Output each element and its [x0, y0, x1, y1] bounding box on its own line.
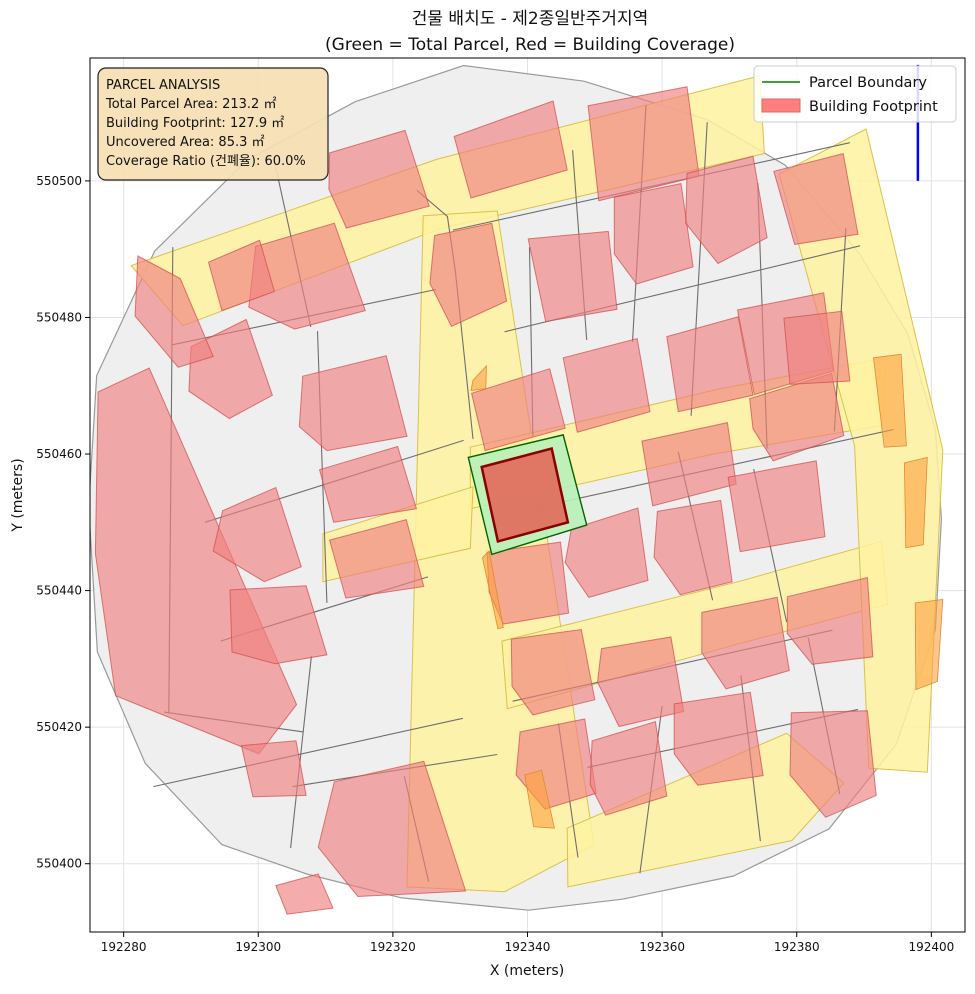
legend-frame: [753, 65, 957, 123]
y-tick-label: 550440: [36, 584, 82, 598]
building-footprint: [596, 636, 685, 728]
building-footprint: [207, 239, 276, 312]
road-overlap-area: [524, 769, 555, 829]
building-footprint: [786, 576, 874, 665]
road-area: [778, 128, 944, 773]
building-footprint: [188, 318, 274, 420]
target-building-footprint: [480, 447, 570, 543]
building-footprint: [317, 760, 467, 898]
y-axis-ticks: 550400 550420 550440 550460 550480 550500: [36, 174, 90, 871]
legend-building-swatch: [761, 98, 801, 113]
info-line-coverage: Coverage Ratio (건폐율): 60.0%: [106, 154, 306, 169]
building-footprint: [562, 337, 651, 433]
building-footprint: [240, 740, 307, 798]
x-tick-label: 192360: [639, 940, 685, 954]
x-tick-label: 192400: [908, 940, 954, 954]
building-footprint: [328, 518, 425, 599]
building-footprint: [429, 222, 508, 327]
chart-subtitle: (Green = Total Parcel, Red = Building Co…: [325, 35, 735, 55]
legend-parcel-label: Parcel Boundary: [809, 75, 927, 91]
legend: Parcel Boundary Building Footprint: [753, 65, 957, 123]
building-footprint: [318, 445, 418, 523]
building-footprint: [673, 691, 764, 786]
y-axis-label: Y (meters): [10, 458, 26, 532]
building-footprint: [229, 585, 328, 665]
building-footprint: [589, 721, 668, 816]
building-footprint: [701, 596, 790, 690]
chart-title: 건물 배치도 - 제2종일반주거지역: [412, 9, 648, 29]
road-overlap-area: [481, 550, 504, 630]
building-footprint: [275, 873, 334, 915]
x-tick-label: 192340: [505, 940, 551, 954]
road-overlap-area: [873, 353, 907, 448]
building-footprint: [510, 628, 596, 716]
x-tick-label: 192280: [101, 940, 147, 954]
info-line-uncovered: Uncovered Area: 85.3 ㎡: [106, 135, 265, 150]
building-footprint: [783, 310, 851, 385]
lot-line: [290, 656, 312, 849]
building-footprint: [298, 355, 408, 452]
building-footprint: [666, 316, 754, 413]
y-tick-label: 550400: [36, 857, 82, 871]
y-tick-label: 550480: [36, 310, 82, 324]
building-footprint: [613, 183, 694, 285]
building-footprint: [328, 129, 430, 229]
building-footprint: [453, 100, 568, 199]
plot-area: [90, 64, 944, 915]
x-axis-label: X (meters): [490, 963, 564, 979]
y-tick-label: 550500: [36, 174, 82, 188]
y-tick-label: 550460: [36, 447, 82, 461]
x-tick-label: 192320: [370, 940, 416, 954]
building-footprint: [564, 507, 649, 598]
building-footprint: [773, 152, 859, 245]
x-tick-label: 192300: [235, 940, 281, 954]
info-line-footprint: Building Footprint: 127.9 ㎡: [106, 116, 284, 131]
y-tick-label: 550420: [36, 720, 82, 734]
legend-building-label: Building Footprint: [809, 99, 938, 115]
info-box-background: [97, 67, 329, 181]
road-overlap-area: [470, 364, 487, 391]
info-line-heading: PARCEL ANALYSIS: [106, 78, 220, 93]
x-axis-ticks: 192280 192300 192320 192340 192360 192380 1924…: [101, 932, 954, 954]
info-line-total-area: Total Parcel Area: 213.2 ㎡: [105, 97, 276, 112]
building-footprint: [789, 710, 877, 818]
lot-line: [153, 717, 464, 788]
x-tick-label: 192380: [774, 940, 820, 954]
road-overlap-area: [914, 599, 944, 691]
info-box: PARCEL ANALYSIS Total Parcel Area: 213.2…: [97, 67, 329, 181]
road-overlap-area: [903, 456, 928, 549]
building-footprint: [212, 486, 302, 583]
building-footprint: [653, 499, 733, 596]
building-footprint: [685, 155, 768, 265]
building-footprint: [134, 255, 214, 368]
building-footprint: [471, 368, 566, 452]
building-footprint: [527, 230, 618, 323]
building-footprint: [727, 460, 826, 553]
